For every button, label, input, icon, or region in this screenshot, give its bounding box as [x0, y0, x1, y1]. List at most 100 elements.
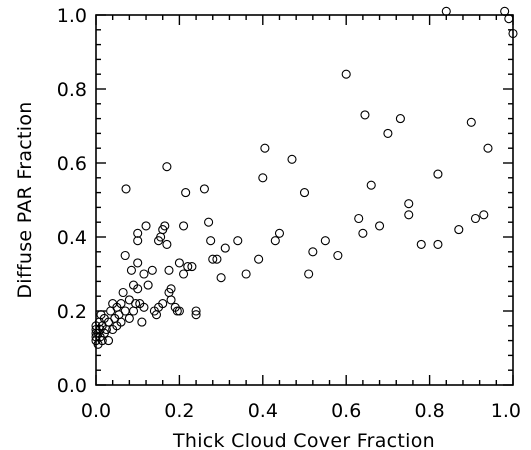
axis-ticks [95, 14, 514, 386]
data-point [404, 199, 414, 209]
y-tick-label: 1.0 [57, 5, 87, 27]
data-point [103, 336, 114, 346]
data-point [360, 110, 370, 120]
y-tick-label: 0.2 [57, 301, 87, 323]
data-point [500, 6, 510, 16]
data-point [375, 221, 385, 231]
data-point [508, 28, 518, 39]
data-point [354, 213, 364, 224]
x-tick-label: 0.8 [414, 400, 444, 422]
data-point [141, 221, 151, 231]
data-point [133, 258, 143, 268]
data-point [258, 173, 268, 183]
data-point [333, 250, 343, 261]
data-point [433, 239, 443, 249]
data-point [166, 295, 176, 305]
data-point [204, 217, 214, 227]
data-point [441, 6, 451, 16]
plot-area [91, 6, 518, 386]
x-axis-tick-labels: 0.0 0.2 0.4 0.6 0.8 1.0 [81, 400, 521, 422]
data-points [91, 6, 518, 349]
data-point [274, 228, 285, 238]
data-point [158, 299, 168, 309]
data-point [191, 310, 201, 320]
data-point [133, 284, 143, 294]
data-point [187, 262, 197, 272]
data-point [143, 280, 153, 290]
y-axis-title: Diffuse PAR Fraction [14, 101, 36, 298]
data-point [160, 221, 170, 231]
data-point [121, 184, 131, 194]
data-point [199, 184, 209, 194]
data-point [404, 210, 414, 220]
data-point [358, 228, 368, 238]
data-point [220, 243, 230, 253]
data-point [174, 306, 184, 316]
data-point [139, 269, 149, 279]
data-point [206, 236, 216, 246]
data-point [416, 239, 426, 249]
data-point [260, 143, 270, 153]
data-point [183, 262, 193, 272]
data-point [162, 162, 172, 172]
data-point [216, 273, 226, 283]
y-axis-tick-labels: 0.0 0.2 0.4 0.6 0.8 1.0 [57, 5, 87, 397]
data-point [116, 299, 126, 309]
data-point [128, 306, 139, 316]
data-point [395, 114, 405, 124]
y-tick-label: 0.4 [57, 227, 87, 249]
data-point [174, 258, 184, 268]
data-point [212, 254, 222, 264]
y-tick-label: 0.6 [57, 153, 87, 175]
data-point [181, 188, 191, 198]
data-point [433, 169, 443, 179]
data-point [120, 306, 130, 316]
data-point [454, 225, 464, 235]
data-point [166, 284, 176, 294]
data-point [304, 269, 314, 279]
y-tick-label: 0.8 [57, 79, 87, 101]
data-point [466, 117, 476, 127]
data-point [133, 236, 143, 246]
data-point [126, 265, 136, 275]
data-point [179, 221, 189, 231]
data-point [233, 236, 243, 246]
data-point [504, 14, 514, 24]
data-point [120, 250, 130, 261]
data-point [287, 154, 297, 164]
data-point [308, 247, 318, 257]
data-point [299, 188, 310, 198]
data-point [131, 299, 141, 309]
data-point [191, 306, 201, 316]
data-point [133, 228, 143, 238]
x-tick-label: 0.0 [81, 400, 111, 422]
data-point [270, 236, 280, 246]
data-point [137, 317, 147, 327]
data-point [483, 143, 493, 153]
data-point [479, 210, 489, 220]
data-point [118, 287, 128, 298]
data-point [139, 302, 149, 312]
data-point [124, 313, 134, 323]
x-tick-label: 0.6 [331, 400, 361, 422]
x-tick-label: 0.4 [248, 400, 278, 422]
x-tick-label: 0.2 [164, 400, 194, 422]
data-point [366, 180, 376, 190]
data-point [241, 269, 251, 279]
x-axis-title: Thick Cloud Cover Fraction [172, 430, 435, 450]
data-point [383, 128, 393, 138]
data-point [162, 239, 172, 249]
data-point [341, 69, 351, 79]
y-tick-label: 0.0 [57, 375, 87, 397]
data-point [179, 269, 189, 279]
data-point [470, 213, 481, 224]
data-point [254, 254, 264, 264]
plot-frame [95, 14, 514, 386]
data-point [320, 236, 330, 246]
data-point [147, 265, 157, 275]
data-point [208, 254, 218, 264]
x-tick-label: 1.0 [491, 400, 521, 422]
data-point [164, 265, 174, 275]
data-point [116, 317, 126, 327]
